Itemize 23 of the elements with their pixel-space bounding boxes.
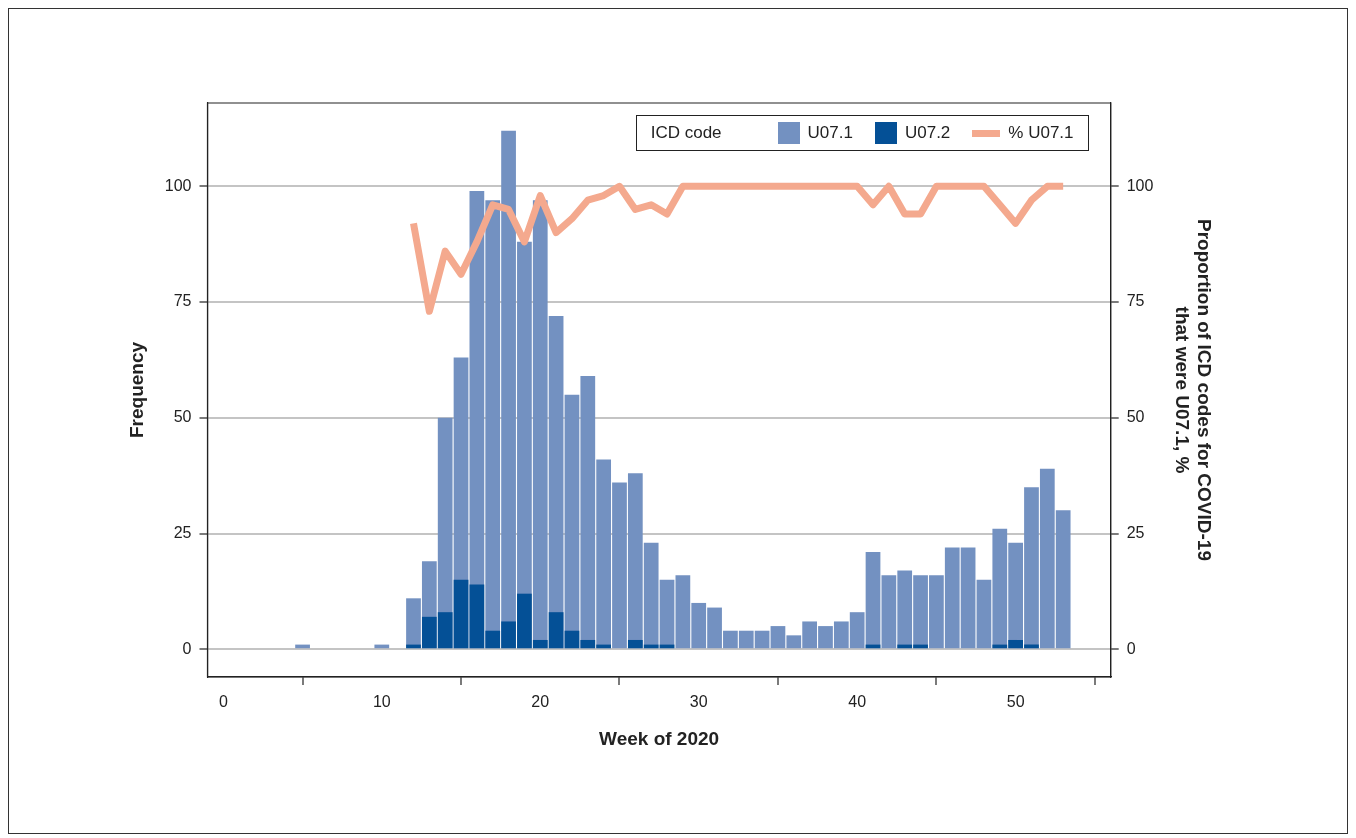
y-tick-label: 0	[182, 639, 192, 657]
y-tick-label: 75	[173, 292, 192, 310]
legend-label: U07.2	[904, 123, 951, 143]
x-tick-label: 50	[1006, 693, 1025, 711]
y-axis-title: Frequency	[125, 341, 147, 439]
x-axis-title: Week of 2020	[599, 727, 720, 749]
y2-tick-label: 100	[1126, 176, 1154, 194]
legend-title: ICD code	[650, 123, 722, 143]
x-tick-label: 10	[372, 693, 391, 711]
x-tick-label: 30	[689, 693, 708, 711]
y-tick-label: 100	[164, 176, 192, 194]
y-tick-label: 25	[173, 523, 192, 541]
x-tick-label: 40	[848, 693, 867, 711]
y-tick-label: 50	[173, 408, 192, 426]
legend-label: % U07.1	[1008, 123, 1074, 143]
legend-label: U07.1	[807, 123, 853, 143]
y2-axis-title: Proportion of ICD codes for COVID-19 that were U07.1, %	[1171, 218, 1216, 562]
y2-tick-label: 0	[1126, 639, 1136, 657]
x-tick-label: 0	[218, 693, 228, 711]
y2-tick-label: 25	[1126, 523, 1145, 541]
y2-tick-label: 75	[1126, 292, 1145, 310]
x-tick-label: 20	[531, 693, 550, 711]
y2-tick-label: 50	[1126, 408, 1145, 426]
